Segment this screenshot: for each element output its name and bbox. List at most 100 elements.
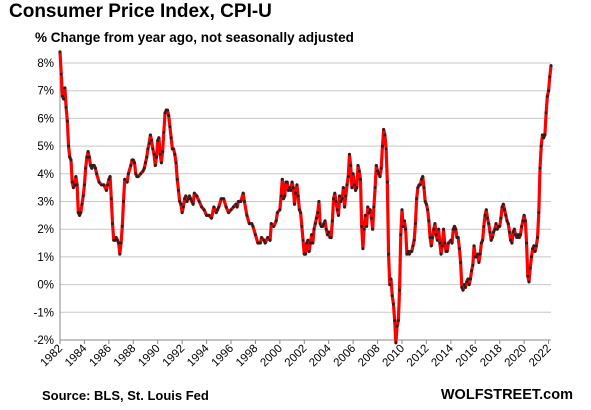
- data-point: [60, 94, 64, 98]
- data-point: [275, 211, 279, 215]
- data-point: [376, 169, 380, 173]
- data-point: [227, 211, 231, 215]
- data-point: [432, 227, 436, 231]
- data-point: [523, 219, 527, 223]
- data-point: [431, 236, 435, 240]
- data-point: [330, 219, 334, 223]
- chart-subtitle: % Change from year ago, not seasonally a…: [35, 30, 354, 45]
- data-point: [537, 211, 541, 215]
- data-point: [379, 166, 383, 170]
- data-point: [151, 147, 155, 151]
- data-point: [224, 205, 228, 209]
- data-point: [87, 155, 91, 159]
- data-point: [371, 227, 375, 231]
- data-point: [111, 222, 115, 226]
- data-point: [394, 341, 398, 345]
- data-point: [456, 236, 460, 240]
- x-tick-label: 2014: [429, 342, 456, 369]
- data-point: [63, 86, 67, 90]
- data-point: [92, 163, 96, 167]
- data-point: [74, 175, 78, 179]
- data-point: [505, 219, 509, 223]
- data-point: [108, 175, 112, 179]
- data-point: [260, 236, 264, 240]
- data-point: [165, 108, 169, 112]
- data-point: [404, 227, 408, 231]
- x-tick-label: 1984: [63, 342, 90, 369]
- x-tick-label: 2010: [381, 343, 408, 370]
- data-point: [305, 241, 309, 245]
- data-point: [183, 197, 187, 201]
- data-point: [299, 211, 303, 215]
- series-line: [58, 50, 553, 345]
- data-point: [517, 236, 521, 240]
- data-point: [212, 205, 216, 209]
- data-point: [158, 152, 162, 156]
- data-point: [217, 205, 221, 209]
- data-point: [341, 186, 345, 190]
- x-tick-label: 2000: [258, 343, 285, 370]
- data-point: [512, 227, 516, 231]
- data-point: [106, 183, 110, 187]
- data-point: [58, 50, 62, 54]
- data-point: [490, 236, 494, 240]
- data-point: [435, 238, 439, 242]
- data-point: [207, 213, 211, 217]
- x-tick-label: 1990: [136, 343, 163, 370]
- data-point: [423, 200, 427, 203]
- data-point: [396, 319, 400, 323]
- y-tick-label: 0%: [37, 280, 54, 292]
- data-point: [78, 213, 82, 217]
- data-point: [297, 208, 301, 212]
- data-point: [416, 186, 420, 190]
- data-point: [89, 163, 93, 167]
- data-point: [332, 197, 336, 201]
- data-point: [313, 222, 317, 226]
- data-point: [189, 197, 193, 201]
- data-point: [545, 94, 549, 98]
- data-point: [157, 136, 161, 140]
- data-point: [454, 227, 458, 231]
- data-point: [461, 288, 465, 292]
- data-point: [457, 247, 461, 251]
- data-point: [427, 219, 431, 223]
- data-point: [167, 114, 171, 118]
- data-point: [120, 224, 124, 228]
- data-point: [485, 216, 489, 220]
- data-point: [340, 197, 344, 201]
- data-point: [543, 133, 547, 137]
- data-point: [360, 224, 364, 228]
- data-point: [358, 177, 362, 181]
- data-point: [482, 224, 486, 228]
- data-point: [107, 177, 111, 181]
- data-point: [429, 244, 433, 248]
- data-point: [119, 241, 123, 245]
- data-point: [428, 236, 432, 240]
- data-point: [466, 277, 470, 281]
- data-point: [176, 188, 180, 192]
- data-point: [433, 222, 437, 226]
- data-point: [236, 200, 240, 203]
- data-point: [285, 180, 289, 184]
- data-point: [527, 280, 531, 284]
- data-point: [209, 216, 213, 220]
- y-tick-label: 4%: [37, 169, 54, 181]
- data-point: [536, 236, 540, 240]
- data-point: [465, 280, 469, 284]
- data-point: [306, 238, 310, 242]
- data-point: [268, 238, 272, 242]
- data-point: [347, 152, 351, 156]
- data-point: [533, 249, 537, 253]
- data-point: [241, 191, 245, 195]
- data-point: [184, 194, 188, 198]
- data-point: [234, 202, 238, 206]
- data-point: [526, 274, 530, 278]
- data-point: [464, 285, 467, 289]
- data-point: [147, 141, 151, 145]
- data-point: [492, 230, 496, 234]
- data-point: [451, 227, 455, 231]
- data-point: [81, 194, 85, 198]
- data-point: [141, 169, 145, 173]
- data-point: [242, 200, 246, 203]
